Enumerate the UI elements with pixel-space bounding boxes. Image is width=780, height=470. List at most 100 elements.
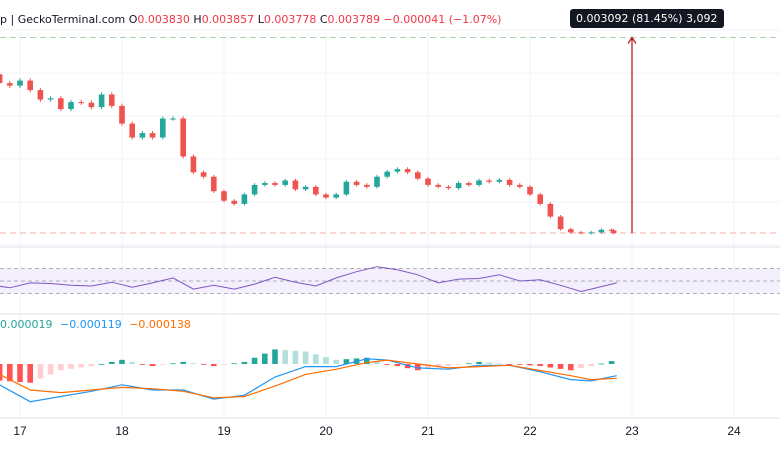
candle-body — [445, 186, 452, 189]
ticker-fragment: p — [0, 13, 7, 26]
macd-histogram-bar — [119, 359, 125, 364]
macd-histogram-bar — [251, 357, 258, 364]
rsi-band — [0, 268, 780, 294]
candle-body — [241, 194, 248, 204]
x-tick-label: 17 — [13, 424, 27, 438]
macd-histogram-bar — [17, 364, 23, 383]
candle-body — [476, 180, 482, 185]
macd-histogram-bar — [200, 364, 207, 365]
macd-histogram-bar — [537, 364, 544, 367]
macd-histogram-bar — [78, 364, 85, 368]
macd-histogram-bar — [302, 351, 309, 364]
macd-histogram-bar — [241, 361, 248, 364]
candle-body — [190, 156, 197, 173]
macd-histogram-bar — [516, 364, 523, 365]
macd-histogram-bar — [282, 350, 289, 364]
x-tick-label: 22 — [523, 424, 537, 438]
macd-histogram-bar — [47, 364, 54, 375]
header-separator: | — [10, 13, 15, 26]
macd-histogram-bar — [476, 361, 482, 364]
macd-histogram-bar — [578, 364, 584, 369]
candle-body — [608, 229, 615, 231]
candle-body — [323, 194, 329, 198]
x-tick-label: 23 — [625, 424, 639, 438]
candle-body — [200, 172, 207, 177]
candle-body — [282, 180, 289, 185]
macd-histogram-bar — [608, 361, 615, 364]
macd-histogram-bar — [129, 361, 136, 364]
candle-body — [180, 118, 187, 157]
candle-body — [272, 183, 278, 185]
macd-signal-value: −0.000138 — [129, 318, 191, 331]
macd-histogram-bar — [435, 364, 442, 368]
candle-body — [261, 183, 268, 185]
candle-body — [363, 184, 370, 187]
candle-body — [455, 183, 462, 189]
candle-body — [27, 80, 34, 91]
candle-body — [210, 176, 217, 192]
candle-body — [108, 94, 115, 106]
measure-tooltip: 0.003092 (81.45%) 3,092 — [570, 9, 724, 28]
macd-histogram-bar — [180, 361, 187, 364]
candle-body — [98, 94, 105, 108]
candle-body — [588, 232, 595, 234]
macd-histogram-bar — [170, 363, 176, 365]
x-tick-label: 20 — [319, 424, 333, 438]
candle-body — [343, 181, 350, 195]
macd-legend: 0.000019 −0.000119 −0.000138 — [0, 318, 191, 331]
high-value: 0.003857 — [201, 13, 255, 26]
candle-body — [578, 232, 584, 234]
candle-body — [221, 191, 227, 201]
macd-histogram-bar — [221, 364, 227, 365]
macd-histogram-bar — [414, 364, 421, 371]
macd-histogram-bar — [547, 364, 554, 368]
macd-histogram-bar — [272, 349, 278, 364]
close-label: C — [319, 13, 328, 26]
candle-body — [68, 102, 74, 110]
macd-histogram-bar — [27, 364, 34, 383]
ohlc-header: p | GeckoTerminal.com O0.003830 H0.00385… — [0, 13, 501, 26]
candle-body — [425, 178, 431, 185]
macd-histogram-bar — [159, 364, 166, 365]
candle-body — [231, 200, 238, 204]
macd-histogram-bar — [496, 363, 503, 365]
candle-body — [610, 230, 617, 233]
candle-body — [129, 123, 136, 138]
candle-body — [465, 183, 472, 185]
macd-histogram-bar — [598, 363, 605, 365]
candle-body — [384, 171, 391, 177]
macd-signal-line — [0, 359, 617, 399]
macd-histogram-bar — [404, 364, 411, 369]
macd-histogram-bar — [231, 363, 238, 365]
candle-body — [486, 180, 493, 182]
candle-body — [414, 172, 421, 179]
candle-body — [149, 133, 156, 138]
candle-body — [516, 184, 523, 187]
candle-body — [251, 184, 258, 195]
macd-histogram-bar — [506, 364, 513, 365]
macd-histogram-bar — [445, 364, 452, 367]
candle-body — [0, 74, 3, 84]
macd-histogram-bar — [557, 364, 564, 369]
macd-histogram-bar — [210, 364, 217, 367]
source-label: GeckoTerminal.com — [17, 13, 126, 26]
candle-body — [159, 118, 166, 138]
measure-arrowhead — [627, 36, 637, 44]
candle-body — [57, 98, 64, 110]
macd-histogram-bar — [425, 364, 431, 369]
macd-histogram-bar — [374, 360, 380, 364]
candle-body — [598, 229, 605, 233]
macd-histogram-bar — [394, 364, 401, 367]
macd-histogram-bar — [455, 364, 462, 365]
candle-body — [88, 102, 95, 108]
macd-histogram-bar — [88, 364, 95, 367]
candle-body — [292, 180, 299, 190]
macd-histogram-bar — [363, 357, 370, 364]
candle-body — [537, 194, 544, 204]
rsi-line — [0, 266, 617, 293]
candle-body — [302, 186, 309, 190]
low-value: 0.003778 — [263, 13, 317, 26]
close-value: 0.003789 — [327, 13, 381, 26]
candle-body — [506, 179, 513, 185]
